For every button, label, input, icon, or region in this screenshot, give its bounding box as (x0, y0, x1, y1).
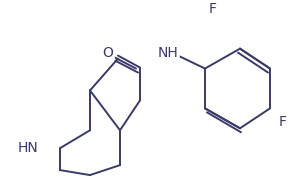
Text: HN: HN (18, 141, 38, 155)
Text: F: F (209, 2, 217, 16)
Text: NH: NH (158, 46, 178, 60)
Text: O: O (103, 46, 113, 60)
Text: F: F (279, 115, 287, 129)
